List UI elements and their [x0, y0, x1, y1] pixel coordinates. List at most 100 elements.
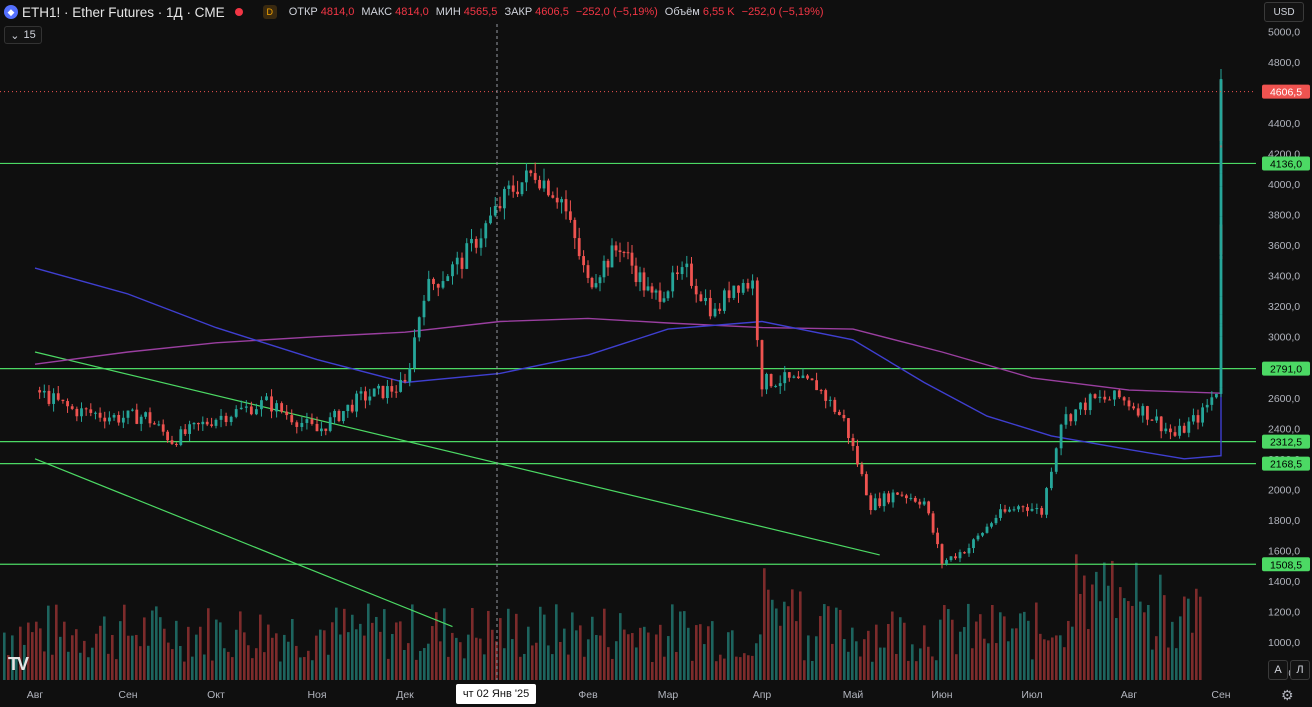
volume-bar [403, 649, 406, 680]
candle-body [460, 257, 464, 269]
volume-bar [803, 660, 806, 680]
candle-body [582, 256, 585, 266]
y-tick-label: 2000,0 [1268, 484, 1300, 496]
volume-bar [303, 657, 306, 680]
volume-bar [823, 604, 826, 680]
volume-bar [559, 641, 562, 680]
trendline[interactable] [34, 458, 453, 628]
candle-body [699, 294, 703, 302]
gear-icon[interactable]: ⚙ [1281, 687, 1294, 703]
volume-bar [175, 620, 178, 680]
candle-body [1074, 409, 1078, 422]
volume-bar [411, 604, 414, 680]
volume-bar [31, 632, 34, 680]
candle-body [1127, 400, 1131, 407]
volume-bar [1059, 635, 1062, 680]
candle-body [564, 199, 568, 212]
volume-bar [311, 660, 314, 680]
volume-bar [1011, 628, 1014, 680]
volume-bar [495, 641, 498, 680]
volume-bar [359, 623, 362, 680]
symbol-title[interactable]: ETH1! · Ether Futures · 1Д · CME [22, 4, 225, 20]
volume-bar [795, 621, 798, 680]
price-axis[interactable] [1256, 0, 1312, 707]
candle-body [741, 282, 745, 293]
candle-body [511, 185, 515, 192]
candle-body [551, 195, 555, 198]
volume-bar [147, 645, 150, 680]
volume-bar [135, 634, 138, 680]
volume-bar [767, 589, 770, 680]
candle-body [586, 265, 590, 278]
volume-bar [87, 657, 90, 680]
volume-bar [459, 642, 462, 680]
volume-bar [867, 630, 870, 680]
time-axis[interactable] [0, 682, 1256, 707]
candle-body [873, 498, 877, 511]
candle-body [1215, 393, 1218, 398]
candle-body [70, 406, 74, 409]
y-tick-label: 2400,0 [1268, 423, 1300, 435]
volume-bar [571, 612, 574, 680]
volume-bar [387, 658, 390, 680]
candle-body [153, 423, 156, 425]
candle-body [61, 399, 65, 402]
volume-bar [967, 603, 970, 680]
volume-bar [903, 622, 906, 680]
candle-body [887, 493, 890, 503]
candle-body [451, 264, 454, 277]
volume-bar [715, 661, 718, 680]
candle-body [183, 429, 187, 434]
volume-bar [627, 634, 630, 680]
candle-body [503, 188, 506, 209]
log-scale-button[interactable]: Л [1290, 660, 1310, 680]
candle-body [815, 380, 818, 391]
candle-body [594, 283, 598, 288]
y-tick-label: 3400,0 [1268, 271, 1300, 283]
x-tick-label: Июл [1021, 689, 1042, 701]
interval-selector[interactable]: ⌄ 15 [4, 26, 42, 44]
candle-body [103, 417, 107, 422]
candle-body [810, 378, 814, 381]
volume-bar [567, 654, 570, 680]
volume-bar [191, 656, 194, 680]
trendline[interactable] [34, 351, 880, 556]
candle-body [967, 548, 971, 554]
volume-bar [779, 625, 782, 680]
volume-bar [555, 604, 558, 680]
candle-body [547, 180, 550, 196]
candle-body [542, 180, 546, 189]
candle-body [1021, 506, 1025, 508]
candle-body [1132, 406, 1135, 409]
volume-bar [1167, 647, 1170, 680]
volume-bar [875, 624, 878, 680]
volume-bar [1155, 636, 1158, 680]
auto-scale-button[interactable]: A [1268, 660, 1288, 680]
candle-body [197, 422, 200, 425]
volume-bar [179, 645, 182, 680]
candle-body [1008, 509, 1011, 512]
candle-body [1050, 471, 1053, 489]
candle-body [774, 386, 778, 388]
volume-bar [19, 626, 22, 680]
volume-bar [483, 654, 486, 680]
low-value: 4565,5 [463, 6, 498, 18]
volume-bar [1175, 648, 1178, 680]
candle-body [837, 411, 841, 415]
candle-body [249, 406, 253, 415]
volume-bar [83, 640, 86, 680]
volume-bar [723, 658, 726, 680]
candle-body [121, 417, 125, 423]
candle-body [940, 544, 944, 564]
volume-bar [103, 616, 106, 680]
currency-selector[interactable]: USD [1264, 2, 1304, 22]
crosshair-date-label: чт 02 Янв '25 [456, 684, 536, 704]
candle-body [38, 390, 42, 393]
volume-bar [939, 619, 942, 680]
candle-body [981, 532, 984, 536]
candle-body [417, 317, 421, 338]
volume-bar [399, 621, 402, 680]
tradingview-logo[interactable]: TV [8, 654, 29, 674]
volume-bar [675, 651, 678, 680]
